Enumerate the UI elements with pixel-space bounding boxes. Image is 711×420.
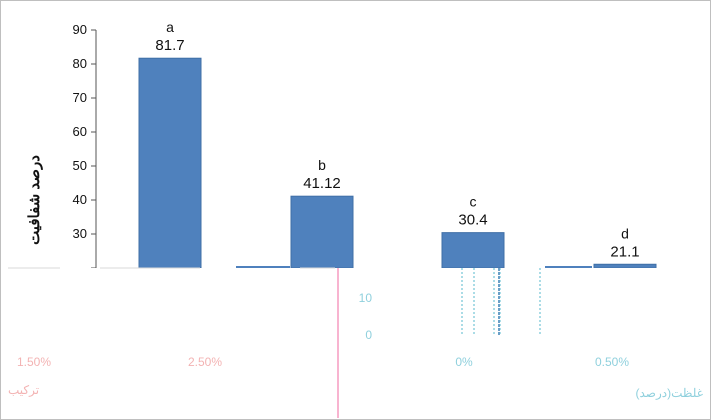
y-tick-label: 60 bbox=[73, 124, 87, 139]
significance-letter: d bbox=[621, 225, 629, 241]
bar-value-label: 30.4 bbox=[458, 212, 487, 229]
y-axis-label: درصد شفافیت bbox=[26, 155, 43, 245]
y-tick-label: 50 bbox=[73, 158, 87, 173]
faded-y-tick-label: 10 bbox=[359, 291, 373, 305]
faded-bottom-right-text: (درصد)غلظت bbox=[635, 386, 703, 400]
significance-letter: a bbox=[166, 19, 174, 35]
y-axis: 30 40 50 60 70 80 90 bbox=[73, 22, 97, 269]
y-tick-label: 30 bbox=[73, 226, 87, 241]
y-tick-label: 90 bbox=[73, 22, 87, 37]
bar bbox=[290, 195, 354, 269]
faded-x-tick-label: 2.50% bbox=[188, 355, 222, 369]
y-tick-label: 70 bbox=[73, 90, 87, 105]
faded-x-tick-label: 1.50% bbox=[17, 355, 51, 369]
y-tick-label: 80 bbox=[73, 56, 87, 71]
bars: 81.7 a 41.12 b 30.4 c 21.1 d bbox=[138, 19, 657, 269]
faded-y-tick-label: 0 bbox=[365, 328, 372, 342]
bar-value-label: 41.12 bbox=[303, 175, 341, 192]
faded-bottom-left-text: ترکیب bbox=[8, 383, 39, 397]
bar-value-label: 81.7 bbox=[155, 37, 184, 54]
bar-value-label: 21.1 bbox=[610, 243, 639, 260]
faded-x-tick-label: 0% bbox=[455, 355, 473, 369]
overlay-background bbox=[1, 268, 710, 419]
faded-x-tick-label: 0.50% bbox=[595, 355, 629, 369]
y-tick-label: 40 bbox=[73, 192, 87, 207]
significance-letter: b bbox=[318, 157, 326, 173]
significance-letter: c bbox=[470, 194, 477, 210]
